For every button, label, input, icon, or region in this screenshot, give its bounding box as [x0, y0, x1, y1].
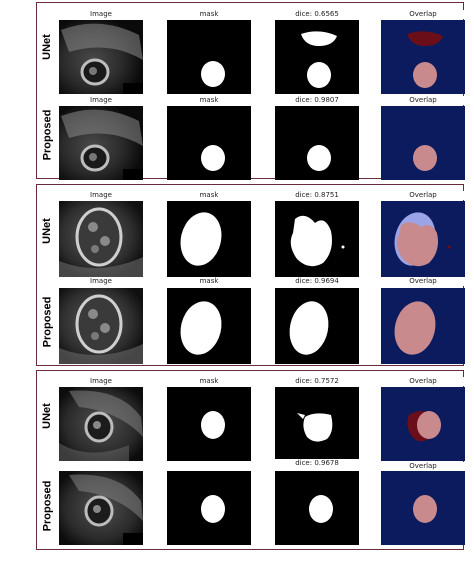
mask-panel: mask [167, 3, 251, 94]
overlap-panel: Overlap [381, 91, 465, 180]
overlap-label: Overlap [381, 96, 465, 105]
prediction-mask [275, 20, 359, 94]
mask-panel: mask [167, 91, 251, 180]
image-label: Image [59, 10, 143, 19]
overlap-label: Overlap [381, 191, 465, 200]
row-unet-2: UNet Image mask dice: 0.8751 [37, 185, 465, 277]
overlap-image [381, 387, 465, 461]
dice-score: dice: 0.7572 [275, 377, 359, 386]
ultrasound-image [59, 387, 143, 461]
method-label-unet: UNet [41, 34, 54, 60]
mask-label: mask [167, 10, 251, 19]
dice-score: dice: 0.9694 [275, 277, 359, 286]
prediction-mask [275, 471, 359, 545]
ground-truth-mask [167, 471, 251, 545]
mask-label: mask [167, 277, 251, 286]
row-unet-3: UNet Image mask dice: 0.7572 [37, 371, 465, 461]
prediction-mask [275, 387, 359, 461]
row-proposed-2: Proposed Image mask dice: 0.9694 [37, 276, 465, 367]
mask-panel [167, 461, 251, 551]
prediction-panel: dice: 0.7572 [275, 371, 359, 461]
prediction-panel: dice: 0.8751 [275, 185, 359, 277]
overlap-label: Overlap [381, 10, 465, 19]
overlap-image [381, 106, 465, 180]
image-panel: Image [59, 91, 143, 180]
overlap-image [381, 471, 465, 545]
overlap-image [381, 201, 465, 277]
image-panel: Image [59, 276, 143, 367]
mask-panel: mask [167, 276, 251, 367]
method-label-proposed: Proposed [41, 480, 54, 532]
ground-truth-mask [167, 201, 251, 277]
overlap-panel: Overlap [381, 185, 465, 277]
ultrasound-image [59, 20, 143, 94]
ground-truth-mask [167, 106, 251, 180]
prediction-panel: dice: 0.6565 [275, 3, 359, 94]
overlap-image [381, 288, 465, 364]
method-label-unet: UNet [41, 217, 54, 244]
mask-label: mask [167, 191, 251, 200]
dice-score: dice: 0.9678 [275, 459, 359, 468]
method-label-proposed: Proposed [41, 109, 54, 161]
prediction-mask [275, 106, 359, 180]
row-proposed-1: Proposed Image mask dice: 0.9807 [37, 91, 465, 180]
ultrasound-image [59, 106, 143, 180]
overlap-label: Overlap [381, 462, 465, 471]
prediction-panel: dice: 0.9678 [275, 459, 359, 551]
figure-group-3: UNet Image mask dice: 0.7572 [36, 370, 465, 551]
ultrasound-image [59, 471, 143, 545]
image-panel [59, 461, 143, 551]
overlap-label: Overlap [381, 277, 465, 286]
overlap-panel: Overlap [381, 276, 465, 367]
overlap-label: Overlap [381, 377, 465, 386]
figure-group-2: UNet Image mask dice: 0.8751 [36, 184, 465, 367]
overlap-panel: Overlap [381, 3, 465, 94]
figure-group-1: UNet Image mask dice: 0.6565 [36, 2, 465, 180]
ground-truth-mask [167, 288, 251, 364]
prediction-mask [275, 288, 359, 364]
image-label: Image [59, 377, 143, 386]
overlap-panel: Overlap [381, 371, 465, 461]
mask-panel: mask [167, 371, 251, 461]
overlap-image [381, 20, 465, 94]
ultrasound-image [59, 201, 143, 277]
image-panel: Image [59, 371, 143, 461]
mask-label: mask [167, 96, 251, 105]
image-panel: Image [59, 185, 143, 277]
mask-label: mask [167, 377, 251, 386]
ground-truth-mask [167, 387, 251, 461]
dice-score: dice: 0.9807 [275, 96, 359, 105]
dice-score: dice: 0.8751 [275, 191, 359, 200]
ultrasound-image [59, 288, 143, 364]
image-panel: Image [59, 3, 143, 94]
image-label: Image [59, 191, 143, 200]
overlap-panel: Overlap [381, 461, 465, 551]
method-label-unet: UNet [41, 403, 54, 429]
image-label: Image [59, 277, 143, 286]
dice-score: dice: 0.6565 [275, 10, 359, 19]
image-label: Image [59, 96, 143, 105]
method-label-proposed: Proposed [41, 296, 54, 347]
ground-truth-mask [167, 20, 251, 94]
prediction-panel: dice: 0.9807 [275, 91, 359, 180]
mask-panel: mask [167, 185, 251, 277]
row-proposed-3: Proposed dice: 0.9678 Overlap [37, 459, 465, 551]
row-unet-1: UNet Image mask dice: 0.6565 [37, 3, 465, 94]
prediction-mask [275, 201, 359, 277]
prediction-panel: dice: 0.9694 [275, 276, 359, 367]
